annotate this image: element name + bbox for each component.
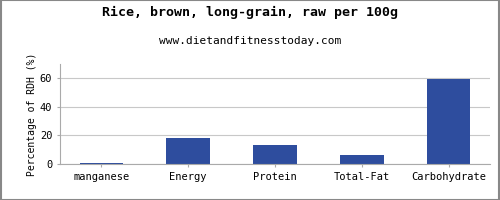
Bar [254,145,296,164]
Bar [80,163,123,164]
Text: Rice, brown, long-grain, raw per 100g: Rice, brown, long-grain, raw per 100g [102,6,398,19]
Bar [166,138,210,164]
Bar [427,79,470,164]
Bar [340,155,384,164]
Y-axis label: Percentage of RDH (%): Percentage of RDH (%) [27,52,37,176]
Text: www.dietandfitnesstoday.com: www.dietandfitnesstoday.com [159,36,341,46]
